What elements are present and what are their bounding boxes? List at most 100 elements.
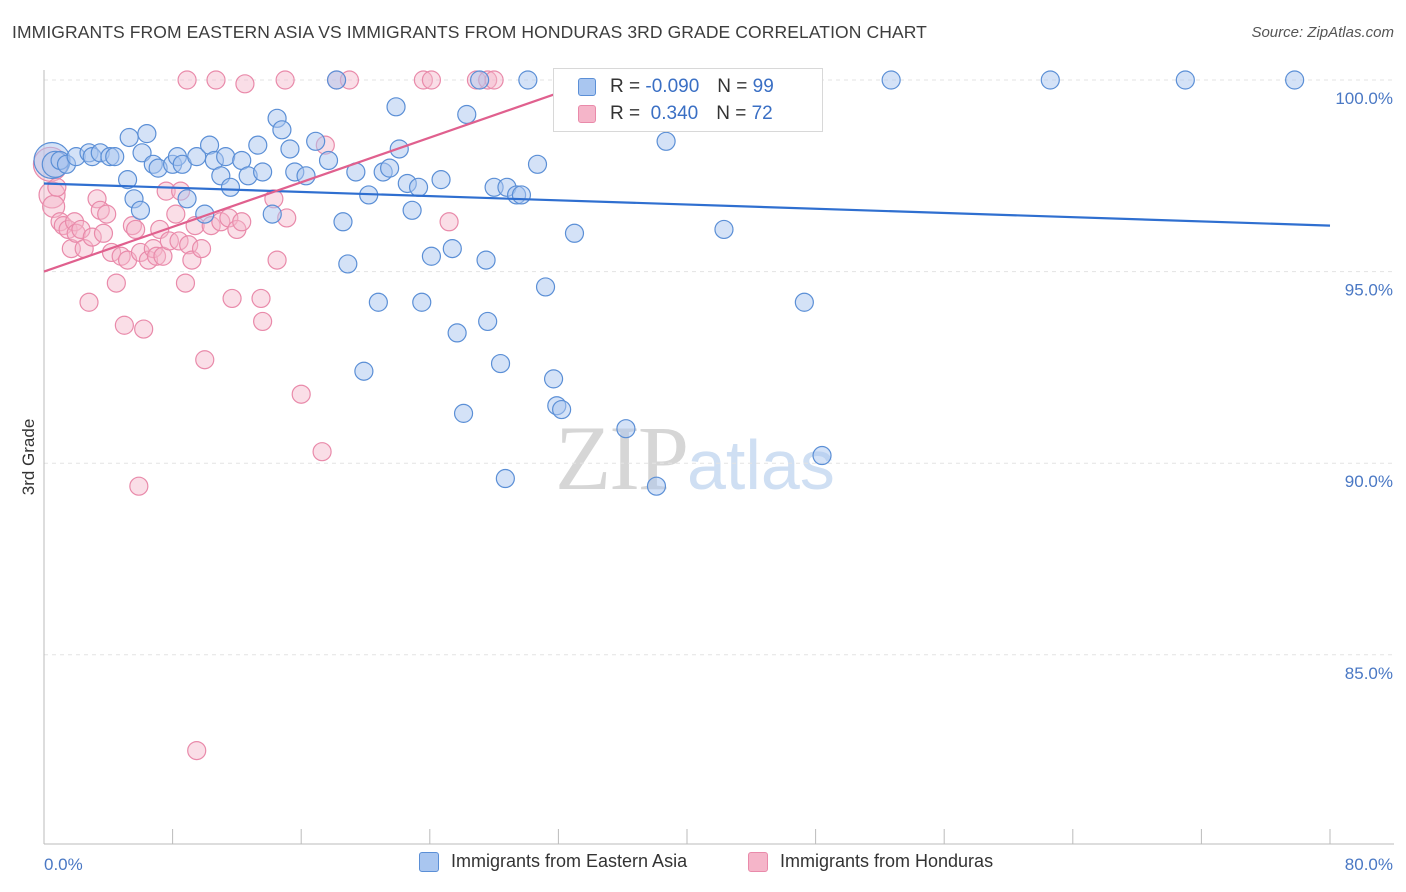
data-point-eastern-asia (564, 223, 585, 243)
data-point-honduras (101, 242, 122, 263)
data-point-honduras (134, 319, 154, 339)
data-point-eastern-asia (1285, 70, 1305, 90)
series-legend: Immigrants from Eastern Asia Immigrants … (0, 851, 1406, 879)
stats-legend: R = -0.090 N = 99 R = 0.340 N = 72 (553, 68, 823, 132)
data-point-honduras (206, 70, 226, 90)
data-point-eastern-asia (453, 403, 474, 423)
data-point-eastern-asia (490, 353, 511, 374)
x-tick-label: 80.0% (1345, 855, 1393, 874)
data-point-eastern-asia (714, 219, 734, 240)
data-point-eastern-asia (478, 311, 498, 332)
legend-n-label: N = (717, 76, 748, 97)
data-point-eastern-asia (296, 166, 316, 186)
legend-label-eastern-asia: Immigrants from Eastern Asia (451, 851, 688, 871)
data-point-honduras (312, 442, 332, 462)
data-point-honduras (82, 227, 102, 247)
data-point-eastern-asia (386, 97, 406, 117)
data-point-honduras (175, 273, 196, 293)
data-point-eastern-asia (272, 120, 292, 140)
data-point-eastern-asia (656, 131, 676, 151)
data-point-eastern-asia (262, 204, 282, 224)
data-point-eastern-asia (119, 127, 139, 148)
data-point-honduras (251, 288, 271, 309)
data-point-honduras (169, 231, 189, 251)
data-point-eastern-asia (306, 131, 326, 151)
data-point-honduras (235, 74, 255, 94)
data-point-honduras (130, 242, 151, 263)
data-point-eastern-asia (117, 170, 138, 190)
data-point-honduras (71, 219, 91, 240)
x-tick-label: 0.0% (44, 855, 83, 874)
data-point-honduras (191, 239, 212, 259)
data-point-eastern-asia (177, 189, 197, 209)
legend-r-value: -0.090 (645, 76, 700, 97)
legend-r-value: 0.340 (650, 103, 699, 124)
legend-r-label: R = (610, 103, 641, 124)
data-point-eastern-asia (447, 323, 467, 343)
data-point-honduras (47, 177, 67, 197)
data-point-eastern-asia (130, 200, 151, 220)
data-point-eastern-asia (511, 185, 532, 205)
data-point-eastern-asia (354, 361, 374, 381)
data-point-eastern-asia (402, 200, 422, 220)
data-point-honduras (222, 288, 242, 309)
data-point-eastern-asia (518, 70, 538, 90)
data-point-honduras (159, 231, 179, 251)
y-axis-label: 3rd Grade (19, 419, 38, 496)
legend-row-eastern-asia: R = -0.090 N = 99 (578, 73, 774, 101)
data-point-eastern-asia (442, 239, 462, 259)
data-point-honduras (177, 70, 197, 90)
data-point-honduras (413, 70, 433, 90)
legend-swatch-pink (578, 105, 596, 123)
data-point-honduras (275, 70, 295, 90)
data-point-eastern-asia (812, 445, 832, 466)
data-point-eastern-asia (476, 250, 496, 270)
data-point-eastern-asia (380, 158, 400, 178)
axis-labels: 85.0% 90.0% 95.0% 100.0% 0.0% 80.0% 3rd Grade (19, 89, 1393, 874)
data-point-eastern-asia (105, 147, 125, 167)
data-point-honduras (439, 212, 459, 232)
data-point-honduras (93, 223, 114, 243)
watermark-atlas: atlas (687, 426, 835, 504)
axes (43, 70, 1394, 845)
data-point-eastern-asia (248, 135, 268, 155)
data-point-honduras (187, 740, 207, 761)
trend-lines (43, 75, 1331, 273)
data-point-eastern-asia (368, 292, 388, 312)
data-point-honduras (179, 235, 199, 255)
data-point-honduras (79, 292, 99, 312)
data-point-honduras (114, 315, 134, 335)
data-point-honduras (291, 384, 311, 404)
data-point-eastern-asia (280, 139, 300, 159)
data-point-honduras (129, 476, 149, 496)
data-point-eastern-asia (195, 204, 215, 224)
data-point-eastern-asia (794, 292, 814, 312)
chart-title: IMMIGRANTS FROM EASTERN ASIA VS IMMIGRAN… (12, 22, 927, 42)
y-tick-label: 90.0% (1345, 472, 1393, 491)
data-point-honduras (143, 239, 163, 259)
data-point-eastern-asia (338, 254, 358, 274)
legend-n-value: 99 (752, 76, 774, 97)
data-point-honduras (87, 189, 107, 209)
data-point-eastern-asia (470, 70, 490, 90)
legend-row-honduras: R = 0.340 N = 72 (578, 100, 773, 128)
legend-n-label: N = (716, 103, 747, 124)
y-tick-label: 100.0% (1335, 89, 1393, 108)
legend-swatch-blue (419, 851, 439, 872)
legend-swatch-pink (748, 851, 768, 872)
data-point-honduras (253, 311, 273, 332)
data-point-eastern-asia (1175, 70, 1195, 90)
legend-swatch-blue (578, 78, 596, 96)
legend-item-honduras: Immigrants from Honduras (748, 851, 993, 872)
legend-n-value: 72 (751, 103, 773, 124)
data-point-honduras (146, 246, 167, 266)
data-point-honduras (219, 208, 239, 228)
data-point-eastern-asia (326, 70, 347, 90)
data-point-eastern-asia (495, 468, 515, 489)
data-point-eastern-asia (881, 70, 901, 90)
data-point-eastern-asia (431, 170, 451, 190)
data-point-eastern-asia (457, 104, 477, 125)
data-point-eastern-asia (616, 419, 636, 439)
legend-item-eastern-asia: Immigrants from Eastern Asia (419, 851, 687, 872)
